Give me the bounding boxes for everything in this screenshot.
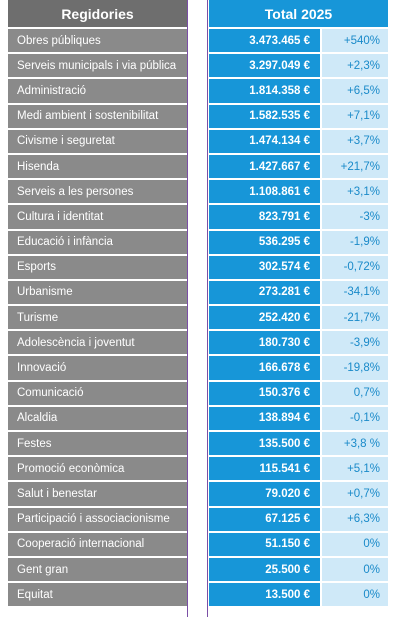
change-percent: -0,72% bbox=[322, 255, 388, 279]
table-row: Salut i benestar 79.020 € +0,7% bbox=[8, 482, 392, 506]
regidoria-name: Salut i benestar bbox=[8, 482, 187, 506]
change-percent: -34,1% bbox=[322, 280, 388, 305]
change-percent: +21,7% bbox=[322, 154, 388, 179]
table-row: Equitat 13.500 €0% bbox=[8, 583, 392, 607]
table-row: Medi ambient i sostenibilitat 1.582.535 €… bbox=[8, 104, 392, 128]
regidoria-name: Hisenda bbox=[8, 154, 187, 179]
regidoria-name: Cooperació internacional bbox=[8, 532, 187, 556]
table-row: Obres públiques 3.473.465 € +540% bbox=[8, 29, 392, 53]
change-percent: -0,1% bbox=[322, 406, 388, 430]
total-value: 67.125 € bbox=[209, 507, 320, 531]
regidoria-name: Festes bbox=[8, 432, 187, 456]
table-row: Hisenda 1.427.667 € +21,7% bbox=[8, 154, 392, 179]
table-row: Serveis municipals i via pública 3.297.04… bbox=[8, 54, 392, 78]
regidoria-name: Comunicació bbox=[8, 381, 187, 405]
regidoria-name: Turisme bbox=[8, 306, 187, 330]
column-divider bbox=[187, 0, 188, 617]
table-row: Administració 1.814.358 € +6,5% bbox=[8, 79, 392, 103]
total-value: 302.574 € bbox=[209, 255, 320, 279]
change-percent: -3% bbox=[322, 205, 388, 229]
regidoria-name: Esports bbox=[8, 255, 187, 279]
table-row: Cooperació internacional 51.150 €0% bbox=[8, 532, 392, 556]
change-percent: -21,7% bbox=[322, 306, 388, 330]
total-value: 180.730 € bbox=[209, 331, 320, 355]
total-value: 1.582.535 € bbox=[209, 104, 320, 128]
total-value: 273.281 € bbox=[209, 280, 320, 305]
change-percent: -1,9% bbox=[322, 230, 388, 254]
regidoria-name: Educació i infància bbox=[8, 230, 187, 254]
table-row: Educació i infància 536.295 € -1,9% bbox=[8, 230, 392, 254]
change-percent: +6,5% bbox=[322, 79, 388, 103]
change-percent: +7,1% bbox=[322, 104, 388, 128]
regidoria-name: Medi ambient i sostenibilitat bbox=[8, 104, 187, 128]
total-value: 3.473.465 € bbox=[209, 29, 320, 53]
change-percent: +2,3% bbox=[322, 54, 388, 78]
total-value: 138.894 € bbox=[209, 406, 320, 430]
total-value: 13.500 € bbox=[209, 583, 320, 607]
regidoria-name: Adolescència i joventut bbox=[8, 331, 187, 355]
table-row: Turisme 252.420 € -21,7% bbox=[8, 306, 392, 330]
change-percent: 0% bbox=[322, 557, 388, 582]
change-percent: 0% bbox=[322, 532, 388, 556]
change-percent: +3,1% bbox=[322, 180, 388, 204]
table-row: Promoció econòmica 115.541 € +5,1% bbox=[8, 457, 392, 481]
table-row: Alcaldia 138.894 € -0,1% bbox=[8, 406, 392, 430]
table-row: Innovació 166.678 € -19,8% bbox=[8, 356, 392, 380]
regidoria-name: Innovació bbox=[8, 356, 187, 380]
change-percent: 0% bbox=[322, 583, 388, 607]
change-percent: +3,7% bbox=[322, 129, 388, 153]
regidoria-name: Alcaldia bbox=[8, 406, 187, 430]
budget-table: Regidories Total 2025 Obres públiques 3.4… bbox=[8, 0, 392, 617]
regidoria-name: Administració bbox=[8, 79, 187, 103]
change-percent: -19,8% bbox=[322, 356, 388, 380]
total-value: 79.020 € bbox=[209, 482, 320, 506]
total-value: 536.295 € bbox=[209, 230, 320, 254]
header-regidories: Regidories bbox=[8, 0, 187, 27]
regidoria-name: Equitat bbox=[8, 583, 187, 607]
table-row: Serveis a les persones 1.108.861 € +3,1% bbox=[8, 180, 392, 204]
regidoria-name: Urbanisme bbox=[8, 280, 187, 305]
table-row: Esports 302.574 € -0,72% bbox=[8, 255, 392, 279]
table-row: Festes 135.500 € +3,8 % bbox=[8, 432, 392, 456]
total-value: 1.108.861 € bbox=[209, 180, 320, 204]
table-row: Gent gran 25.500 €0% bbox=[8, 557, 392, 582]
total-value: 135.500 € bbox=[209, 432, 320, 456]
total-value: 115.541 € bbox=[209, 457, 320, 481]
total-value: 25.500 € bbox=[209, 557, 320, 582]
change-percent: -3,9% bbox=[322, 331, 388, 355]
total-value: 3.297.049 € bbox=[209, 54, 320, 78]
regidoria-name: Serveis municipals i via pública bbox=[8, 54, 187, 78]
regidoria-name: Civisme i seguretat bbox=[8, 129, 187, 153]
total-value: 1.474.134 € bbox=[209, 129, 320, 153]
table-row: Urbanisme 273.281 € -34,1% bbox=[8, 280, 392, 305]
regidoria-name: Participació i associacionisme bbox=[8, 507, 187, 531]
total-value: 823.791 € bbox=[209, 205, 320, 229]
total-value: 252.420 € bbox=[209, 306, 320, 330]
table-row: Comunicació 150.376 €0,7% bbox=[8, 381, 392, 405]
header-total-2025: Total 2025 bbox=[209, 0, 388, 27]
table-row: Participació i associacionisme 67.125 € +6… bbox=[8, 507, 392, 531]
table-row: Cultura i identitat 823.791 € -3% bbox=[8, 205, 392, 229]
change-percent: +6,3% bbox=[322, 507, 388, 531]
table-header: Regidories Total 2025 bbox=[8, 0, 392, 27]
change-percent: +0,7% bbox=[322, 482, 388, 506]
regidoria-name: Obres públiques bbox=[8, 29, 187, 53]
total-value: 1.814.358 € bbox=[209, 79, 320, 103]
change-percent: +5,1% bbox=[322, 457, 388, 481]
regidoria-name: Gent gran bbox=[8, 557, 187, 582]
change-percent: +3,8 % bbox=[322, 432, 388, 456]
total-value: 51.150 € bbox=[209, 532, 320, 556]
change-percent: +540% bbox=[322, 29, 388, 53]
regidoria-name: Serveis a les persones bbox=[8, 180, 187, 204]
regidoria-name: Promoció econòmica bbox=[8, 457, 187, 481]
column-divider bbox=[207, 0, 208, 617]
total-value: 166.678 € bbox=[209, 356, 320, 380]
total-value: 150.376 € bbox=[209, 381, 320, 405]
regidoria-name: Cultura i identitat bbox=[8, 205, 187, 229]
table-body: Obres públiques 3.473.465 € +540% Serveis m… bbox=[8, 29, 392, 608]
total-value: 1.427.667 € bbox=[209, 154, 320, 179]
change-percent: 0,7% bbox=[322, 381, 388, 405]
table-row: Adolescència i joventut 180.730 € -3,9% bbox=[8, 331, 392, 355]
table-row: Civisme i seguretat 1.474.134 € +3,7% bbox=[8, 129, 392, 153]
